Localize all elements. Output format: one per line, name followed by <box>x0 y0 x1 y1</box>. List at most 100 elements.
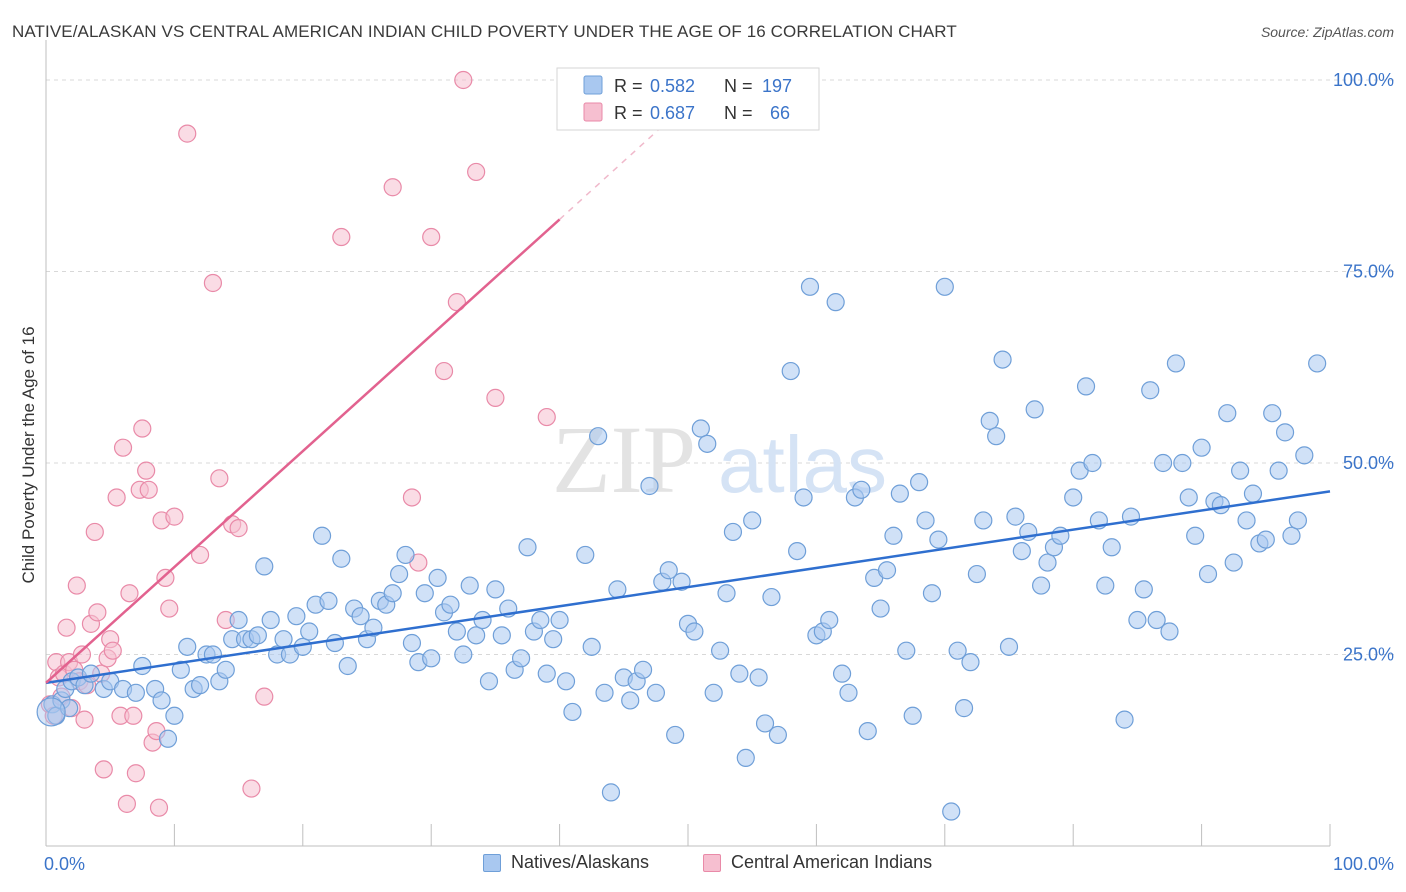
blue-point-58 <box>428 568 447 588</box>
blue-point-64 <box>467 626 486 645</box>
blue-point-19 <box>178 637 197 656</box>
pink-point-38 <box>156 568 175 588</box>
blue-point-84 <box>601 783 621 802</box>
blue-point-180 <box>1237 511 1256 530</box>
blue-point-82 <box>589 427 608 446</box>
pink-point-58 <box>467 162 486 182</box>
tick-labels: 25.0% 50.0% 75.0% 100.0% 0.0% 100.0% <box>44 70 1394 874</box>
pink-point-31 <box>133 419 152 438</box>
blue-point-56 <box>415 584 434 603</box>
bottom-legend-item-natives: Natives/Alaskans <box>483 852 649 873</box>
blue-point-151 <box>1038 553 1057 572</box>
blue-point-186 <box>1275 423 1295 442</box>
blue-point-141 <box>974 511 993 530</box>
pink-point-54 <box>422 227 441 247</box>
blue-point-173 <box>1192 438 1211 457</box>
blue-point-135 <box>935 277 954 296</box>
watermark: ZIP atlas <box>552 406 887 513</box>
blue-point-167 <box>1153 453 1173 473</box>
blue-point-111 <box>781 361 800 381</box>
blue-point-103 <box>723 522 743 542</box>
pink-point-22 <box>103 641 122 660</box>
blue-point-34 <box>274 630 293 649</box>
blue-point-12 <box>126 683 145 702</box>
blue-point-65 <box>473 610 492 630</box>
blue-point-31 <box>255 557 274 576</box>
blue-point-163 <box>1128 610 1147 630</box>
pink-point-59 <box>486 388 505 407</box>
blue-point-188 <box>1288 511 1308 530</box>
bottom-legend: Natives/Alaskans Central American Indian… <box>0 852 1406 878</box>
blue-point-168 <box>1160 622 1179 641</box>
pink-point-52 <box>402 488 422 507</box>
blue-point-154 <box>1064 488 1083 507</box>
blue-point-71 <box>511 649 531 668</box>
blue-point-104 <box>730 664 749 683</box>
blue-point-190 <box>1308 354 1327 373</box>
blue-point-66 <box>479 672 499 691</box>
blue-point-177 <box>1218 404 1237 423</box>
blue-point-74 <box>531 610 550 630</box>
pink-point-43 <box>203 273 223 293</box>
blue-point-40 <box>312 526 332 545</box>
pink-point-10 <box>67 576 86 595</box>
blue-point-53 <box>396 545 415 565</box>
pink-point-28 <box>124 706 143 725</box>
blue-point-128 <box>890 484 909 503</box>
blue-point-67 <box>486 580 505 599</box>
blue-point-156 <box>1076 377 1096 396</box>
stats-legend: R = 0.582 N = 197 R = 0.687 N = 66 <box>556 67 820 131</box>
blue-point-147 <box>1012 541 1031 561</box>
blue-point-146 <box>1006 507 1025 526</box>
blue-point-46 <box>351 607 370 626</box>
blue-point-78 <box>556 672 576 691</box>
blue-point-181 <box>1243 484 1263 503</box>
blue-point-36 <box>287 607 306 626</box>
blue-point-107 <box>749 668 768 687</box>
blue-point-120 <box>839 683 858 702</box>
blue-point-127 <box>884 526 903 545</box>
trend-lines <box>45 102 1331 685</box>
blue-point-105 <box>736 748 755 768</box>
blue-point-27 <box>229 610 248 630</box>
pink-point-25 <box>113 438 133 457</box>
blue-point-134 <box>929 530 948 549</box>
blue-point-125 <box>871 599 890 618</box>
pink-point-44 <box>210 469 229 488</box>
blue-point-41 <box>319 591 338 610</box>
x-tick-label-0: 0.0% <box>44 854 85 874</box>
watermark-zip: ZIP <box>552 406 696 513</box>
pink-point-13 <box>75 710 94 729</box>
blue-point-161 <box>1115 710 1134 729</box>
blue-point-138 <box>954 699 974 718</box>
blue-point-102 <box>717 584 736 603</box>
legend-n-label-pink: N = <box>724 103 753 123</box>
pink-point-50 <box>332 227 351 247</box>
y-axis-label: Child Poverty Under the Age of 16 <box>19 326 38 583</box>
blue-point-43 <box>332 549 351 568</box>
blue-point-75 <box>537 664 556 683</box>
blue-point-132 <box>916 511 935 530</box>
blue-point-185 <box>1269 461 1288 480</box>
blue-point-183 <box>1256 530 1275 549</box>
blue-point-176 <box>1211 496 1230 515</box>
blue-point-100 <box>704 683 723 702</box>
pink-point-12 <box>72 645 92 664</box>
blue-point-93 <box>659 561 678 580</box>
legend-r-value-pink: 0.687 <box>650 103 695 123</box>
pink-point-47 <box>229 519 248 538</box>
blue-point-145 <box>999 637 1019 656</box>
blue-point-17 <box>165 706 184 725</box>
legend-swatch-pink <box>583 102 603 122</box>
pink-point-19 <box>94 760 113 779</box>
bottom-legend-label-natives: Natives/Alaskans <box>511 852 650 872</box>
pink-point-40 <box>165 507 184 526</box>
series-pink-points <box>40 70 556 817</box>
blue-point-8 <box>81 664 101 683</box>
blue-point-23 <box>203 645 223 664</box>
blue-point-112 <box>788 541 807 561</box>
swatch-pink <box>703 853 721 872</box>
blue-point-165 <box>1141 381 1160 400</box>
blue-point-81 <box>582 637 601 656</box>
